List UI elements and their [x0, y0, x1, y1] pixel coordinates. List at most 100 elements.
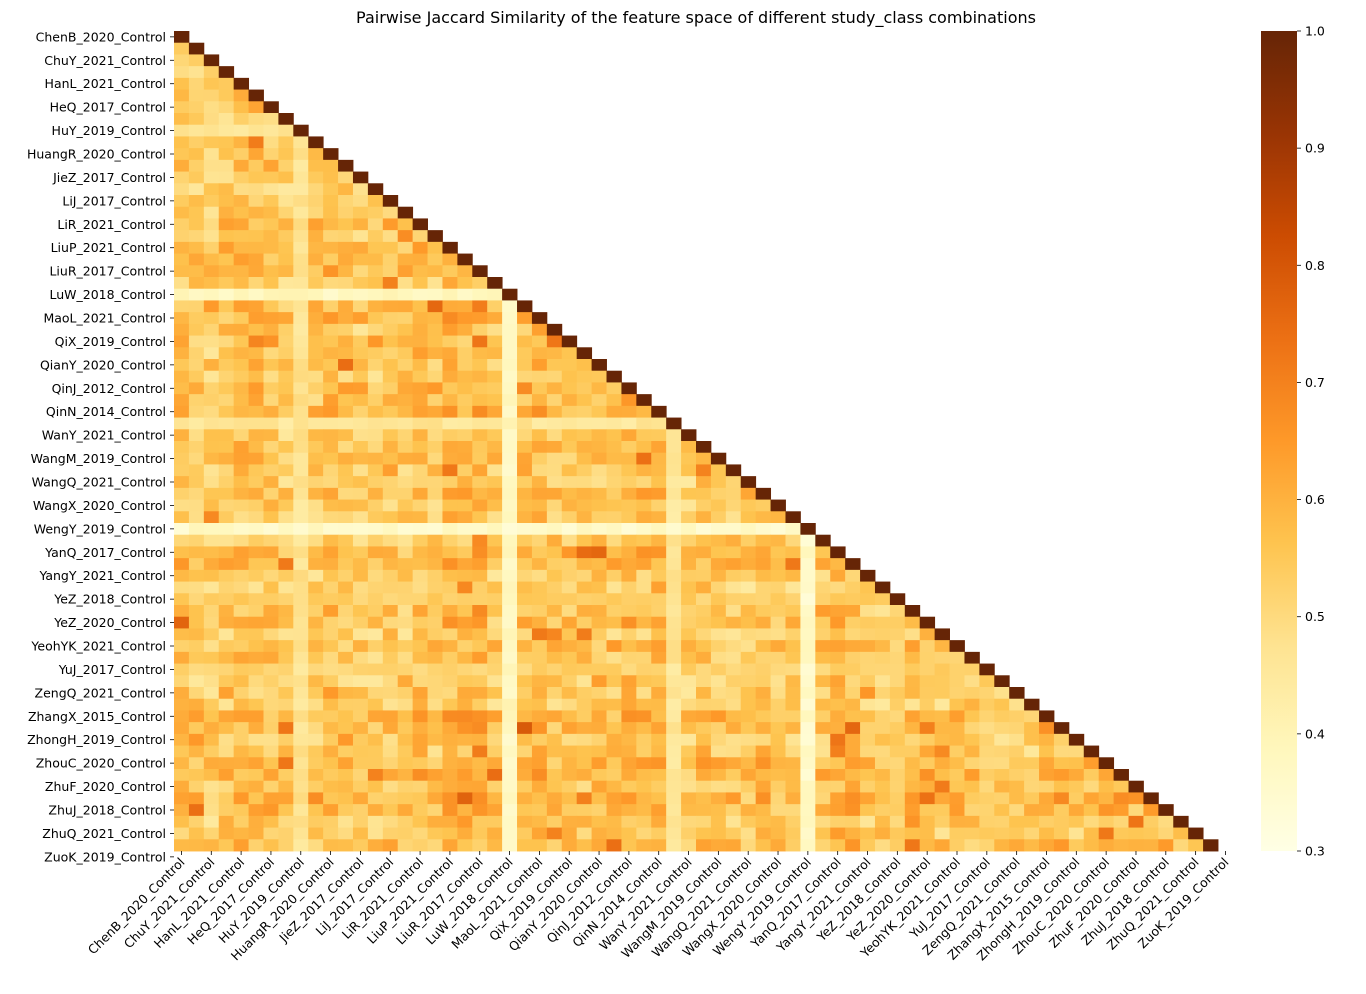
- heatmap-cell: [248, 429, 264, 442]
- heatmap-cell: [174, 780, 190, 793]
- heatmap-cell: [427, 230, 443, 243]
- heatmap-cell: [1024, 722, 1040, 735]
- heatmap-cell: [338, 511, 354, 524]
- heatmap-cell: [755, 534, 772, 547]
- heatmap-cell: [397, 499, 414, 512]
- heatmap-cell: [293, 511, 309, 524]
- heatmap-cell: [666, 476, 682, 489]
- heatmap-cell: [621, 722, 637, 735]
- y-axis: ChenB_2020_ControlChuY_2021_ControlHanL_…: [27, 29, 174, 864]
- heatmap-cell: [218, 792, 235, 805]
- heatmap-cell: [874, 640, 891, 653]
- heatmap-cell: [457, 546, 473, 559]
- heatmap-cell: [293, 687, 309, 700]
- heatmap-cell: [457, 593, 473, 606]
- heatmap-cell: [263, 487, 279, 501]
- heatmap-cell: [934, 804, 950, 817]
- heatmap-cell: [487, 429, 503, 442]
- heatmap-cell: [755, 687, 772, 700]
- heatmap-cell: [338, 300, 354, 313]
- heatmap-cell: [218, 159, 235, 173]
- heatmap-cell: [188, 89, 205, 102]
- heatmap-cell: [367, 839, 384, 852]
- heatmap-cell: [755, 569, 772, 583]
- heatmap-cell: [233, 839, 250, 852]
- heatmap-cell: [338, 218, 354, 231]
- heatmap-cell: [248, 511, 264, 524]
- heatmap-cell: [323, 476, 339, 489]
- heatmap-cell: [233, 441, 250, 454]
- heatmap-cell: [218, 710, 235, 723]
- heatmap-cell: [397, 206, 414, 219]
- heatmap-cell: [740, 499, 757, 512]
- heatmap-cell: [1024, 710, 1040, 723]
- heatmap-cell: [472, 277, 488, 290]
- heatmap-cell: [427, 616, 443, 629]
- heatmap-cell: [591, 441, 607, 454]
- heatmap-cell: [860, 769, 876, 782]
- heatmap-cell: [889, 640, 906, 653]
- heatmap-cell: [919, 815, 936, 829]
- heatmap-cell: [382, 359, 399, 372]
- heatmap-cell: [263, 171, 279, 184]
- heatmap-cell: [397, 546, 414, 559]
- heatmap-cell: [860, 745, 876, 758]
- heatmap-cell: [382, 745, 399, 758]
- heatmap-cell: [308, 616, 324, 629]
- y-tick-label: LiR_2021_Control: [57, 217, 166, 232]
- heatmap-cell: [323, 359, 339, 372]
- heatmap-cell: [412, 663, 428, 676]
- heatmap-cell: [904, 640, 921, 653]
- heatmap-cell: [293, 241, 309, 255]
- heatmap-cell: [815, 675, 831, 688]
- heatmap-cell: [218, 698, 235, 711]
- heatmap-cell: [621, 733, 637, 747]
- heatmap-cell: [174, 312, 190, 325]
- heatmap-cell: [994, 780, 1010, 793]
- heatmap-cell: [263, 113, 279, 126]
- heatmap-cell: [293, 288, 309, 301]
- heatmap-cell: [472, 300, 488, 313]
- heatmap-cell: [397, 417, 414, 430]
- heatmap-cell: [293, 323, 309, 337]
- heatmap-cell: [174, 382, 190, 395]
- heatmap-cell: [472, 675, 488, 688]
- heatmap-cell: [994, 757, 1010, 770]
- y-tick-label: ZhuJ_2018_Control: [48, 803, 166, 818]
- heatmap-cell: [263, 312, 279, 325]
- heatmap-cell: [666, 839, 682, 852]
- heatmap-cell: [263, 452, 279, 465]
- heatmap-cell: [1128, 827, 1144, 840]
- heatmap-cell: [725, 757, 742, 770]
- heatmap-cell: [472, 593, 488, 606]
- heatmap-cell: [666, 593, 682, 606]
- heatmap-cell: [561, 663, 578, 676]
- heatmap-cell: [949, 792, 965, 805]
- heatmap-cell: [696, 687, 712, 700]
- heatmap-cell: [457, 675, 473, 688]
- heatmap-cell: [502, 675, 518, 688]
- heatmap-cell: [352, 804, 369, 817]
- heatmap-cell: [994, 839, 1010, 852]
- heatmap-cell: [263, 347, 279, 360]
- heatmap-cell: [815, 581, 831, 594]
- heatmap-cell: [1083, 815, 1100, 829]
- heatmap-cell: [248, 183, 264, 196]
- heatmap-cell: [174, 136, 190, 149]
- heatmap-cell: [218, 253, 235, 266]
- heatmap-cell: [203, 241, 220, 255]
- heatmap-cell: [427, 300, 443, 313]
- heatmap-cell: [681, 605, 697, 618]
- heatmap-cell: [904, 710, 921, 723]
- heatmap-cell: [367, 815, 384, 829]
- heatmap-cell: [397, 710, 414, 723]
- heatmap-cell: [397, 241, 414, 255]
- heatmap-cell: [382, 511, 399, 524]
- heatmap-cell: [979, 769, 995, 782]
- heatmap-cell: [293, 487, 309, 501]
- heatmap-cell: [606, 722, 622, 735]
- heatmap-cell: [233, 452, 250, 465]
- heatmap-cell: [397, 253, 414, 266]
- heatmap-cell: [502, 815, 518, 829]
- y-tick-label: YeZ_2020_Control: [53, 615, 166, 630]
